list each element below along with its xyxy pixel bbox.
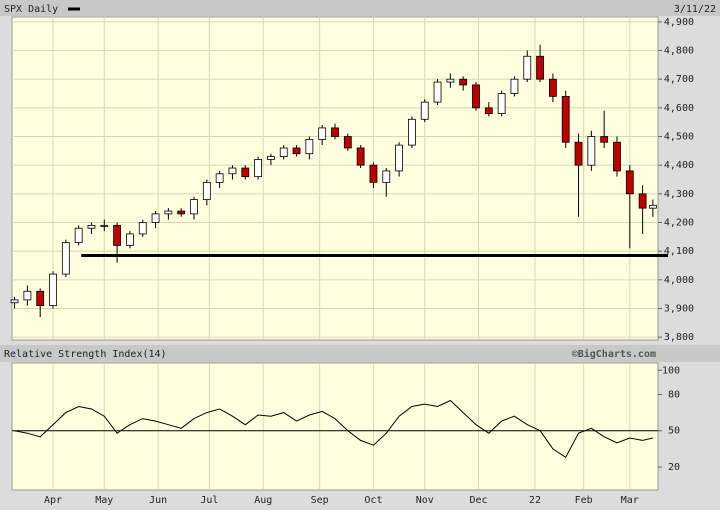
candle-body: [61, 242, 70, 275]
candle-body: [395, 144, 403, 172]
x-tick-label: Sep: [311, 495, 329, 506]
indicator-title: Relative Strength Index(14): [4, 349, 167, 360]
y-tick-label: 4,700: [664, 74, 694, 85]
candle-body: [548, 78, 557, 97]
candle-body: [625, 170, 634, 195]
candle-body: [536, 55, 544, 80]
candle-body: [331, 127, 339, 137]
candle-body: [292, 147, 301, 155]
candle-body: [613, 141, 621, 172]
candle-body: [126, 233, 134, 246]
candle-body: [574, 141, 583, 166]
candle-body: [10, 299, 19, 304]
candle-body: [151, 213, 160, 223]
candle-body: [267, 156, 275, 160]
candle-body: [408, 118, 416, 146]
y-tick-label: 4,100: [664, 246, 694, 257]
y-tick-label: 4,200: [664, 217, 694, 228]
candle-body: [382, 170, 391, 183]
candle-body: [87, 224, 96, 229]
candle-body: [305, 138, 314, 155]
candle-body: [648, 204, 657, 209]
candle-body: [138, 222, 147, 235]
y-tick-label: 50: [668, 426, 680, 437]
candle-body: [484, 107, 493, 114]
candle-body: [523, 55, 532, 80]
price-panel: [11, 16, 659, 341]
x-tick-label: Mar: [621, 495, 639, 506]
y-tick-label: 4,600: [664, 103, 694, 114]
mark-layer: [10, 44, 668, 459]
indicator-panel: [11, 362, 659, 491]
candle-body: [74, 227, 83, 243]
x-tick-label: Apr: [44, 495, 62, 506]
y-tick-label: 4,400: [664, 160, 694, 171]
x-tick-label: Dec: [470, 495, 488, 506]
y-tick-label: 3,800: [664, 332, 694, 343]
header-bar: [0, 0, 720, 16]
candle-body: [561, 95, 570, 143]
candle-body: [202, 181, 211, 200]
candle-body: [420, 101, 429, 120]
y-tick-label: 4,300: [664, 189, 694, 200]
candle-body: [254, 159, 262, 178]
candle-body: [23, 290, 32, 301]
candle-body: [36, 290, 45, 307]
candle-body: [113, 224, 122, 246]
candle-body: [228, 167, 237, 175]
candle-body: [638, 193, 647, 209]
candle-body: [190, 199, 198, 215]
y-tick-label: 4,500: [664, 132, 694, 143]
candle-body: [472, 84, 480, 109]
candle-body: [241, 167, 250, 178]
candle-body: [318, 127, 327, 140]
indicator-header-bar: [0, 345, 720, 362]
x-tick-label: 22: [529, 495, 541, 506]
x-tick-label: Oct: [364, 495, 382, 506]
x-tick-label: Nov: [416, 495, 434, 506]
candle-body: [49, 273, 57, 307]
y-tick-label: 4,800: [664, 46, 694, 57]
candle-body: [279, 147, 288, 157]
candle-body: [587, 136, 596, 166]
y-tick-label: 80: [668, 389, 680, 400]
y-tick-label: 4,000: [664, 275, 694, 286]
candle-body: [600, 136, 609, 143]
candle-body: [177, 210, 186, 215]
candle-body: [510, 78, 519, 94]
candle-body: [343, 136, 352, 149]
candle-body: [497, 93, 506, 114]
x-tick-label: May: [95, 495, 113, 506]
candle-body: [356, 147, 365, 166]
candle-body: [459, 78, 468, 86]
y-tick-label: 4,900: [664, 17, 694, 28]
candle-body: [100, 224, 109, 227]
chart-title: SPX Daily: [4, 4, 58, 15]
x-tick-label: Jul: [200, 495, 218, 506]
indicator-line: [14, 399, 654, 459]
x-tick-label: Feb: [575, 495, 593, 506]
x-tick-label: Aug: [254, 495, 272, 506]
chart-date: 3/11/22: [674, 4, 716, 15]
candle-body: [433, 81, 442, 103]
y-tick-label: 20: [668, 462, 680, 473]
credit: ©BigCharts.com: [572, 348, 656, 360]
candle-body: [369, 164, 378, 183]
y-tick-label: 100: [662, 365, 680, 376]
x-tick-label: Jun: [149, 495, 167, 506]
candle-body: [164, 210, 173, 215]
candle-body: [215, 173, 224, 183]
grid-layer: [12, 17, 658, 490]
candle-body: [446, 78, 455, 83]
y-tick-label: 3,900: [664, 303, 694, 314]
